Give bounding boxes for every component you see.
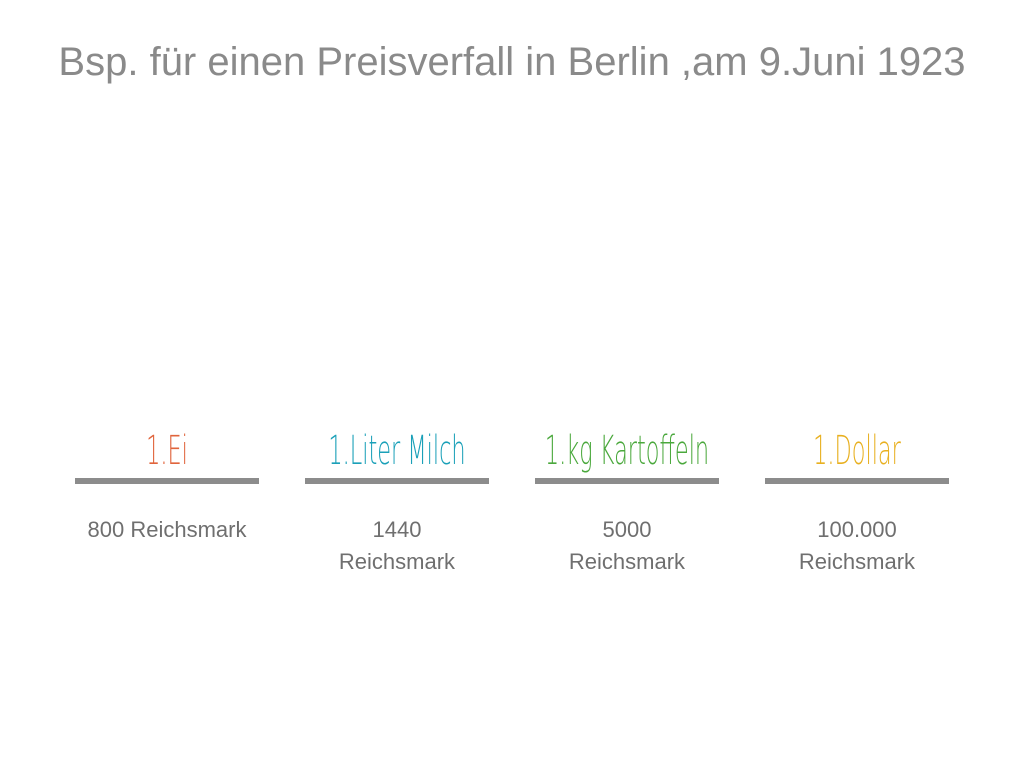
item-price-line: Reichsmark [798,549,916,574]
item-price-line: 1440 [372,517,422,542]
price-item-egg: 1.Ei 800 Reichsmark [75,405,259,546]
item-price-line: 100.000 [817,517,897,542]
item-price: 100.000 Reichsmark [765,514,949,578]
item-price-line: 5000 [602,517,652,542]
page-title: Bsp. für einen Preisverfall in Berlin ,a… [58,40,966,84]
price-item-potatoes: 1.kg Kartoffeln 5000 Reichsmark [535,405,719,578]
item-heading: 1.Liter Milch [328,428,466,474]
item-divider [535,478,719,484]
item-price-line: Reichsmark [338,549,456,574]
item-price: 5000 Reichsmark [535,514,719,578]
item-price: 800 Reichsmark [75,514,259,546]
item-price: 1440 Reichsmark [305,514,489,578]
item-divider [765,478,949,484]
item-price-line: 800 Reichsmark [87,517,247,542]
item-divider [75,478,259,484]
price-item-milk: 1.Liter Milch 1440 Reichsmark [305,405,489,578]
item-divider [305,478,489,484]
item-price-line: Reichsmark [568,549,686,574]
item-heading: 1.Dollar [813,428,901,474]
item-heading: 1.kg Kartoffeln [544,428,710,474]
price-item-dollar: 1.Dollar 100.000 Reichsmark [765,405,949,578]
item-heading: 1.Ei [146,428,188,474]
